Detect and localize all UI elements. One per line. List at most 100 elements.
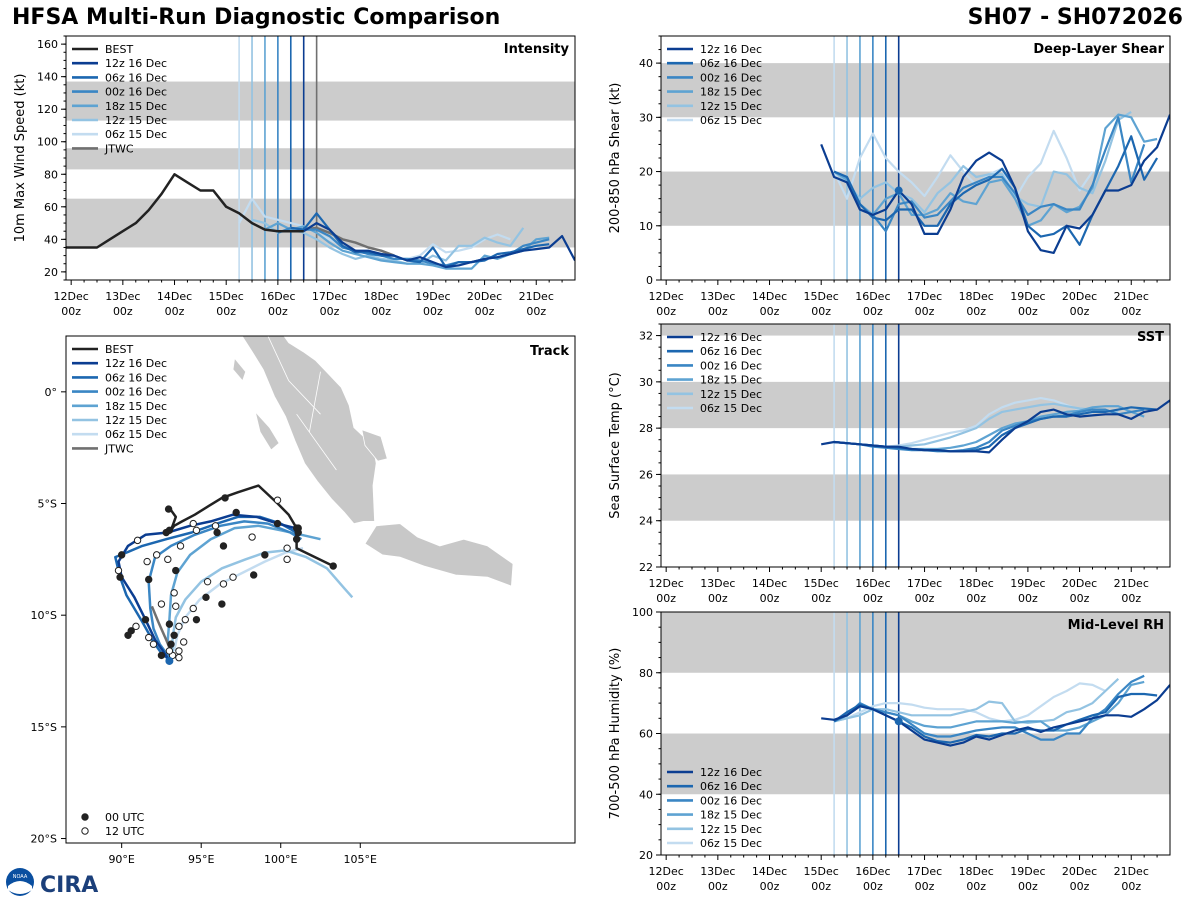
shaded-band (661, 474, 1170, 521)
legend-label: 06z 15 Dec (105, 428, 167, 441)
current-position-marker (165, 656, 174, 665)
y-tick-label: 0° (45, 386, 58, 399)
x-tick-label-hour: 00z (320, 305, 340, 318)
y-tick-label: 24 (639, 515, 653, 528)
track-point-00utc (172, 566, 180, 575)
series-line-12z-16-dec (303, 222, 575, 269)
y-tick-label: 40 (639, 57, 653, 70)
x-tick-label-hour: 00z (216, 305, 236, 318)
track-point-12utc (189, 519, 197, 528)
series-line-12z-16-dec (821, 684, 1170, 747)
y-tick-label: 20 (639, 849, 653, 862)
plot-area (661, 36, 1170, 280)
track-point-12utc (132, 622, 140, 631)
x-tick-label-day: 14Dec (752, 290, 787, 303)
axes-frame (65, 335, 576, 844)
x-tick-label-hour: 00z (708, 880, 728, 893)
shaded-band (661, 324, 1170, 336)
track-point-00utc (192, 615, 201, 624)
province-border (288, 380, 321, 415)
panel-title: Intensity (504, 42, 570, 57)
track-point-00utc (162, 528, 170, 537)
track-point-00utc (157, 651, 166, 660)
track-line-00z-16-dec (147, 520, 303, 659)
track-point-12utc (203, 577, 212, 586)
track-point-00utc (170, 631, 178, 639)
legend-label: 06z 16 Dec (700, 57, 762, 70)
panel-title: Mid-Level RH (1068, 618, 1164, 633)
legend-label: 12z 15 Dec (700, 100, 762, 113)
x-tick-label-hour: 00z (863, 305, 883, 318)
marker-legend-label: 00 UTC (105, 811, 145, 824)
marker-legend-dot (81, 813, 89, 821)
x-tick-label-hour: 00z (863, 592, 883, 605)
y-tick-label: 140 (37, 71, 58, 84)
legend-label: 00z 16 Dec (105, 386, 167, 399)
legend-label: 12z 15 Dec (700, 388, 762, 401)
x-tick-label-day: 13Dec (700, 865, 735, 878)
legend-label: 12z 15 Dec (105, 414, 167, 427)
x-tick-label-hour: 00z (1018, 305, 1038, 318)
legend-label: 12z 16 Dec (700, 766, 762, 779)
legend-label: 00z 16 Dec (700, 359, 762, 372)
x-tick-label-day: 12Dec (649, 290, 684, 303)
track-line-06z-16-dec (114, 515, 298, 661)
shaded-band (66, 81, 575, 121)
legend-label: 18z 15 Dec (700, 374, 762, 387)
track-point-12utc (176, 542, 185, 550)
x-tick-label-day: 20Dec (1062, 577, 1097, 590)
track-point-12utc (273, 496, 282, 504)
x-tick-label-day: 17Dec (907, 577, 942, 590)
cira-logo-text: CIRA (40, 873, 98, 898)
track-point-12utc (181, 615, 189, 624)
legend-label: 06z 16 Dec (700, 780, 762, 793)
series-line-12z-15-dec (833, 110, 1132, 214)
axes-frame (660, 323, 1171, 568)
x-tick-label-hour: 00z (760, 592, 780, 605)
x-tick-label-day: 12Dec (649, 865, 684, 878)
series-line-12z-16-dec (821, 399, 1170, 454)
legend-label: 06z 15 Dec (700, 837, 762, 850)
track-point-00utc (116, 573, 124, 581)
y-tick-label: 60 (44, 201, 58, 214)
x-tick-label-day: 16Dec (855, 577, 890, 590)
y-axis-label: 10m Max Wind Speed (kt) (13, 74, 28, 243)
x-tick-label-hour: 00z (863, 880, 883, 893)
y-tick-label: 15°S (31, 721, 57, 734)
legend-label: 12z 15 Dec (105, 114, 167, 127)
y-tick-label: 40 (639, 788, 653, 801)
province-border (296, 413, 337, 471)
x-tick-label-day: 21Dec (1114, 290, 1149, 303)
x-tick-label-day: 16Dec (855, 865, 890, 878)
panel-title: Track (530, 344, 569, 359)
legend-label: 18z 15 Dec (700, 809, 762, 822)
current-marker (894, 717, 903, 726)
x-tick-label-hour: 00z (1121, 880, 1141, 893)
legend-label: 06z 15 Dec (700, 402, 762, 415)
x-tick-label-hour: 00z (915, 305, 935, 318)
track-point-12utc (175, 647, 183, 655)
legend-label: 12z 16 Dec (700, 331, 762, 344)
track-point-12utc (180, 638, 188, 646)
track-point-12utc (211, 522, 220, 530)
y-tick-label: 30 (639, 376, 653, 389)
x-tick-label-hour: 00z (966, 305, 986, 318)
shaded-band (66, 148, 575, 170)
shaded-band (661, 381, 1170, 429)
legend-label: JTWC (104, 442, 134, 455)
y-tick-label: 100 (632, 606, 653, 619)
x-tick-label-hour: 00z (656, 592, 676, 605)
x-tick-label-hour: 00z (915, 592, 935, 605)
x-tick-label-day: 18Dec (959, 290, 994, 303)
x-tick-label-hour: 00z (1121, 305, 1141, 318)
x-tick-label-hour: 00z (760, 305, 780, 318)
shaded-band (661, 612, 1170, 673)
land-nias (232, 357, 247, 382)
x-tick-label-hour: 00z (811, 305, 831, 318)
x-tick-label-day: 20Dec (467, 290, 502, 303)
shear-panel: 0 10 20 30 40 12Dec 00z 13Dec 00z 14Dec 00z 15Dec 00… (608, 35, 1171, 318)
track-point-12utc (149, 640, 158, 648)
x-tick-label-day: 15Dec (804, 577, 839, 590)
track-point-12utc (192, 526, 201, 535)
x-tick-label: 100°E (264, 853, 297, 866)
